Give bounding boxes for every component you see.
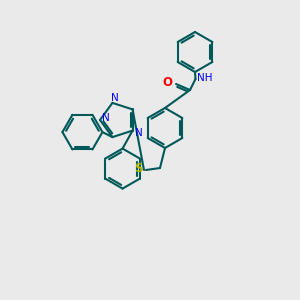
Text: N: N [102,113,110,123]
Text: NH: NH [197,73,213,83]
Text: N: N [135,128,142,138]
Text: O: O [162,76,172,88]
Text: S: S [134,163,143,176]
Text: N: N [111,93,118,103]
